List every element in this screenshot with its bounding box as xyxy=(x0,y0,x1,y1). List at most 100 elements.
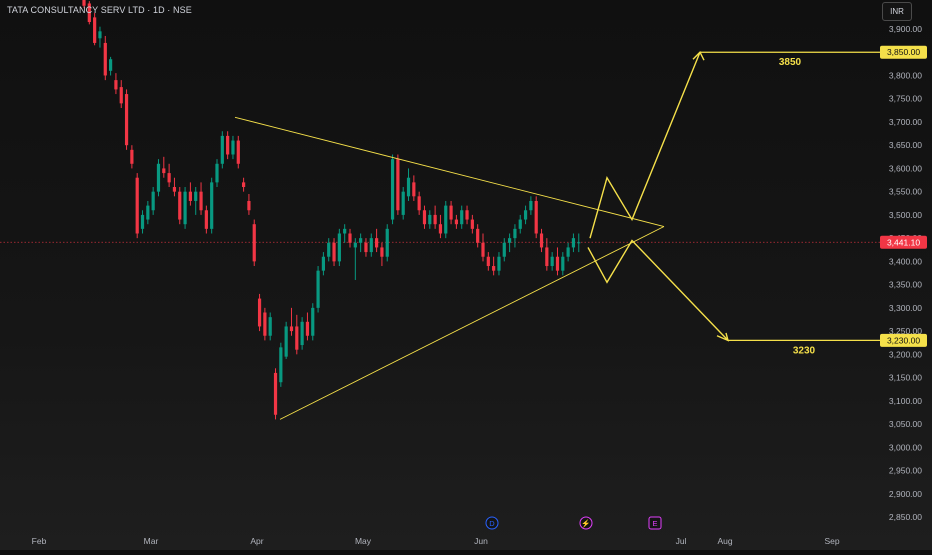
candle-body xyxy=(199,191,203,211)
candle-body xyxy=(289,326,294,332)
candle-body xyxy=(268,317,272,336)
currency-button[interactable]: INR xyxy=(882,2,912,21)
candle-body xyxy=(146,205,150,220)
candle-body xyxy=(124,94,129,146)
candle-body xyxy=(316,270,320,308)
candle-body xyxy=(523,210,528,220)
y-tick-label: 3,350.00 xyxy=(889,280,922,290)
candle-body xyxy=(337,233,341,262)
target-up-label: 3850 xyxy=(779,57,802,68)
candle-body xyxy=(476,228,480,243)
candle-body xyxy=(311,307,315,336)
candle-body xyxy=(130,149,134,164)
event-marker-0: D xyxy=(489,519,495,528)
y-tick-label: 3,400.00 xyxy=(889,256,922,266)
candle-body xyxy=(93,17,97,43)
candle-body xyxy=(566,247,570,257)
candle-body xyxy=(279,347,283,383)
candle-body xyxy=(561,256,565,271)
y-tick-label: 3,700.00 xyxy=(889,117,922,127)
candle-body xyxy=(247,200,251,211)
candle-body xyxy=(508,238,512,243)
candle-body xyxy=(438,224,443,234)
candle-body xyxy=(215,163,219,183)
candle-body xyxy=(327,242,331,257)
candle-body xyxy=(162,168,166,174)
candle-body xyxy=(518,219,522,229)
y-tick-label: 3,550.00 xyxy=(889,187,922,197)
candle-body xyxy=(454,219,458,225)
y-tick-label: 3,650.00 xyxy=(889,140,922,150)
event-marker-2: E xyxy=(652,519,657,528)
candle-body xyxy=(497,256,501,271)
candle-body xyxy=(273,372,278,415)
axis-badge-3230-bg xyxy=(880,333,927,347)
candle-body xyxy=(433,214,437,225)
x-tick-label: May xyxy=(355,536,372,546)
candle-body xyxy=(481,242,485,257)
y-tick-label: 3,050.00 xyxy=(889,419,922,429)
candle-body xyxy=(204,210,208,229)
candle-body xyxy=(486,256,490,267)
candle-body xyxy=(390,159,395,220)
y-tick-label: 2,900.00 xyxy=(889,489,922,499)
x-tick-label: Jul xyxy=(676,536,687,546)
y-tick-label: 3,150.00 xyxy=(889,373,922,383)
candle-body xyxy=(396,159,400,211)
event-marker-bg xyxy=(485,516,499,530)
axis-badge-3850-bg xyxy=(880,45,927,59)
candle-body xyxy=(103,42,107,76)
candle-body xyxy=(135,177,139,234)
candle-body xyxy=(188,191,192,201)
x-tick-label: Feb xyxy=(32,536,47,546)
candle-body xyxy=(257,298,262,327)
y-tick-label: 3,750.00 xyxy=(889,94,922,104)
candle-body xyxy=(359,238,363,243)
x-tick-label: Sep xyxy=(824,536,839,546)
candle-body xyxy=(369,238,373,253)
y-tick-label: 3,900.00 xyxy=(889,24,922,34)
event-marker-bg xyxy=(579,516,593,530)
y-tick-label: 3,000.00 xyxy=(889,442,922,452)
candle-body xyxy=(242,182,246,188)
candle-body xyxy=(550,256,554,267)
candle-body xyxy=(406,177,411,197)
candle-body xyxy=(194,191,198,201)
candle-body xyxy=(380,247,384,257)
candle-body xyxy=(178,191,182,220)
candle-body xyxy=(151,191,155,211)
candle-body xyxy=(98,31,102,39)
projection-up-path xyxy=(589,51,701,239)
candle-body xyxy=(534,200,538,234)
candle-body xyxy=(236,140,240,164)
candle-body xyxy=(465,210,469,220)
candle-body xyxy=(220,135,224,164)
candle-body xyxy=(577,242,581,244)
x-tick-label: Aug xyxy=(717,536,732,546)
candle-body xyxy=(114,80,118,90)
candle-body xyxy=(444,205,448,234)
candle-body xyxy=(252,224,256,262)
y-tick-label: 3,600.00 xyxy=(889,163,922,173)
y-tick-label: 2,950.00 xyxy=(889,466,922,476)
candle-body xyxy=(295,326,299,350)
axis-badge-3230: 3,230.00 xyxy=(887,335,920,345)
candle-body xyxy=(460,210,464,225)
y-tick-label: 3,200.00 xyxy=(889,349,922,359)
y-tick-label: 3,100.00 xyxy=(889,396,922,406)
candle-body xyxy=(109,59,113,71)
candle-body xyxy=(231,140,235,155)
candle-body xyxy=(364,242,368,253)
axis-badge-last-price-bg xyxy=(880,235,927,249)
x-tick-label: Apr xyxy=(250,536,263,546)
candle-body xyxy=(183,191,187,225)
candle-body xyxy=(571,238,576,248)
candle-body xyxy=(353,242,357,248)
candle-body xyxy=(263,312,267,336)
candle-body xyxy=(502,242,506,257)
candle-body xyxy=(422,210,427,225)
x-tick-label: Mar xyxy=(144,536,159,546)
candle-body xyxy=(321,256,325,271)
